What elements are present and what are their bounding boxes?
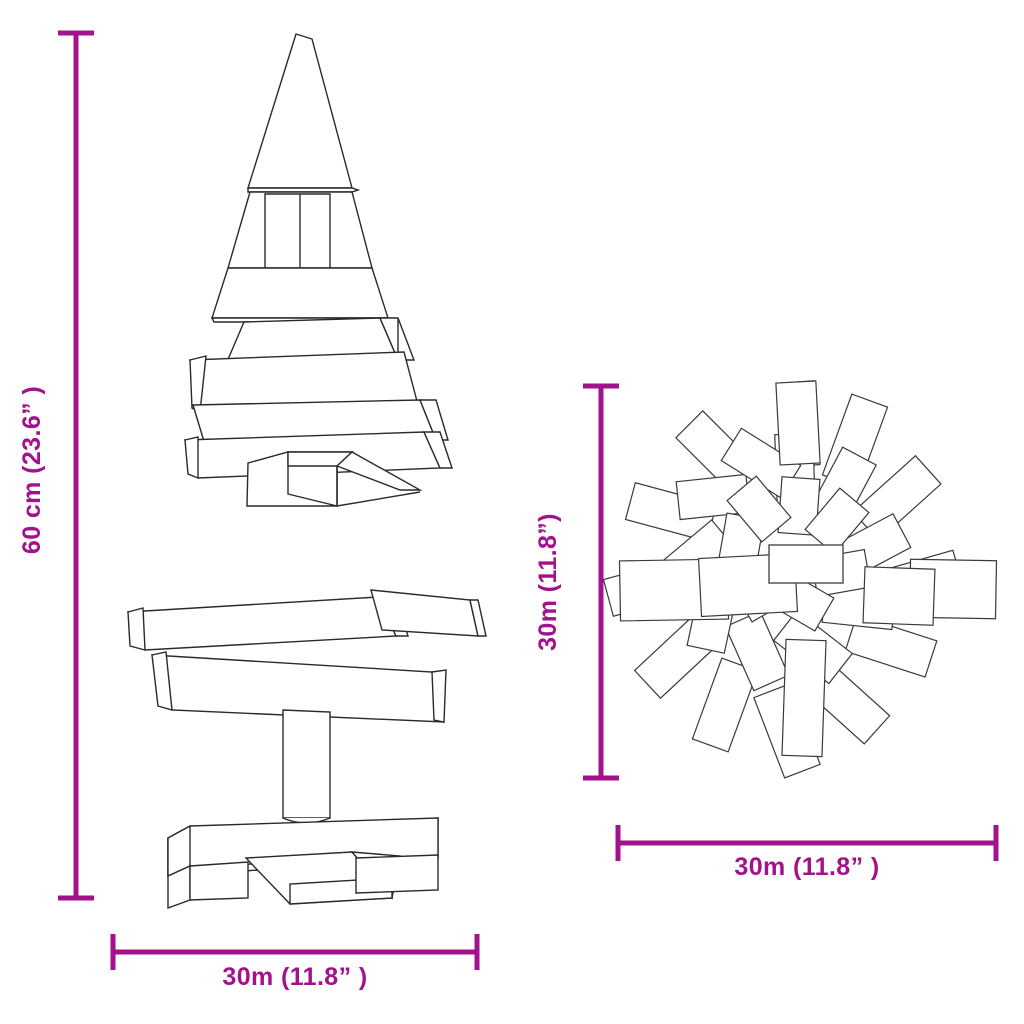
dim-right-height bbox=[583, 383, 619, 781]
tree-center-beam bbox=[246, 451, 423, 507]
dim-left-width bbox=[110, 934, 480, 970]
plan-arm-vertical-bottom bbox=[781, 638, 827, 758]
tree-base-right-foot bbox=[355, 854, 439, 894]
dim-right-width bbox=[615, 825, 999, 861]
dimension-label-right-height: 30m (11.8”) bbox=[534, 513, 562, 651]
plan-arm-horizontal-right bbox=[862, 558, 998, 626]
dimension-label-left-height: 60 cm (23.6” ) bbox=[18, 385, 46, 555]
plan-arm-vertical-top bbox=[775, 380, 821, 466]
plan-center-block bbox=[768, 544, 844, 584]
dimension-label-left-width: 30m (11.8” ) bbox=[222, 963, 368, 991]
tree-tier-9 bbox=[150, 651, 447, 723]
tree-trunk bbox=[282, 709, 331, 824]
dimension-label-right-width: 30m (11.8” ) bbox=[734, 853, 880, 881]
dim-left-height bbox=[58, 30, 94, 901]
tree-tier-8 bbox=[370, 589, 487, 637]
